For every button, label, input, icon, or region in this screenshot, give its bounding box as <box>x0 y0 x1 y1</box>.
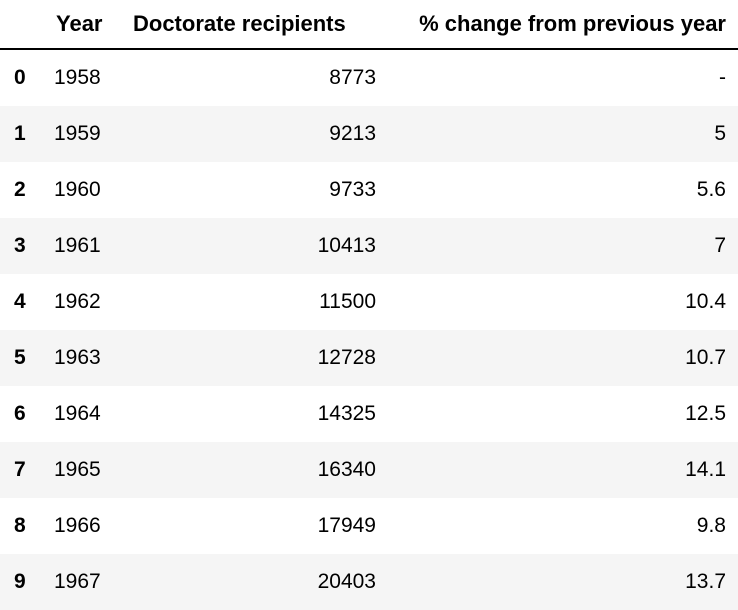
row-index: 7 <box>14 458 26 481</box>
cell-percent-change: 5 <box>714 122 726 145</box>
cell-doctorate-recipients: 9733 <box>329 178 376 201</box>
table-row: 0 1958 8773 - <box>0 49 738 106</box>
cell-year: 1963 <box>54 346 101 369</box>
cell-doctorate-recipients: 12728 <box>317 346 376 369</box>
cell-percent-change: 10.4 <box>685 290 726 313</box>
table-row: 8 1966 17949 9.8 <box>0 498 738 554</box>
cell-year: 1961 <box>54 234 101 257</box>
table-row: 3 1961 10413 7 <box>0 218 738 274</box>
cell-percent-change: 5.6 <box>696 178 726 201</box>
table-row: 7 1965 16340 14.1 <box>0 442 738 498</box>
header-index <box>0 0 44 50</box>
header-row: Year Doctorate recipients % change from … <box>0 0 738 50</box>
cell-percent-change: 10.7 <box>685 346 726 369</box>
cell-year: 1967 <box>54 570 101 593</box>
cell-year: 1958 <box>54 66 101 89</box>
cell-percent-change: 9.8 <box>696 514 726 537</box>
row-index: 3 <box>14 234 26 257</box>
cell-year: 1959 <box>54 122 101 145</box>
row-index: 5 <box>14 346 26 369</box>
table-row: 5 1963 12728 10.7 <box>0 330 738 386</box>
row-index: 6 <box>14 402 26 425</box>
table-row: 6 1964 14325 12.5 <box>0 386 738 442</box>
cell-doctorate-recipients: 11500 <box>319 290 376 313</box>
cell-doctorate-recipients: 8773 <box>329 66 376 89</box>
cell-year: 1965 <box>54 458 101 481</box>
row-index: 8 <box>14 514 26 537</box>
header-year: Year <box>44 0 120 50</box>
cell-doctorate-recipients: 16340 <box>317 458 376 481</box>
cell-percent-change: - <box>719 66 726 89</box>
table-row: 4 1962 11500 10.4 <box>0 274 738 330</box>
header-percent-change: % change from previous year <box>376 0 738 50</box>
row-index: 9 <box>14 570 26 593</box>
row-index: 0 <box>14 66 26 89</box>
cell-year: 1964 <box>54 402 101 425</box>
cell-year: 1966 <box>54 514 101 537</box>
cell-doctorate-recipients: 20403 <box>317 570 376 593</box>
row-index: 4 <box>14 290 26 313</box>
cell-percent-change: 14.1 <box>685 458 726 481</box>
cell-year: 1960 <box>54 178 101 201</box>
cell-doctorate-recipients: 10413 <box>317 234 376 257</box>
table-body: 0 1958 8773 - 1 1959 9213 5 2 1960 9733 … <box>0 49 738 610</box>
table-row: 1 1959 9213 5 <box>0 106 738 162</box>
cell-doctorate-recipients: 14325 <box>317 402 376 425</box>
table-row: 9 1967 20403 13.7 <box>0 554 738 610</box>
cell-percent-change: 13.7 <box>685 570 726 593</box>
row-index: 1 <box>14 122 26 145</box>
cell-doctorate-recipients: 9213 <box>329 122 376 145</box>
table-header: Year Doctorate recipients % change from … <box>0 0 738 50</box>
cell-percent-change: 12.5 <box>685 402 726 425</box>
header-doctorate-recipients: Doctorate recipients <box>120 0 376 50</box>
cell-year: 1962 <box>54 290 101 313</box>
row-index: 2 <box>14 178 26 201</box>
cell-doctorate-recipients: 17949 <box>317 514 376 537</box>
table-row: 2 1960 9733 5.6 <box>0 162 738 218</box>
cell-percent-change: 7 <box>714 234 726 257</box>
